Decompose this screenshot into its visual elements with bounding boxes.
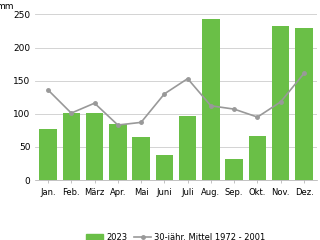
Bar	[179, 116, 196, 180]
Legend: 2023, 30-jähr. Mittel 1972 - 2001: 2023, 30-jähr. Mittel 1972 - 2001	[83, 230, 269, 240]
Bar	[156, 155, 173, 180]
Bar	[62, 113, 80, 180]
Bar	[109, 124, 126, 180]
Bar	[249, 136, 266, 180]
Bar	[295, 28, 313, 180]
Bar	[272, 26, 290, 180]
Text: mm: mm	[0, 2, 13, 11]
Bar	[39, 129, 57, 180]
Bar	[202, 19, 220, 180]
Bar	[132, 137, 150, 180]
Bar	[226, 159, 243, 180]
Bar	[86, 113, 103, 180]
